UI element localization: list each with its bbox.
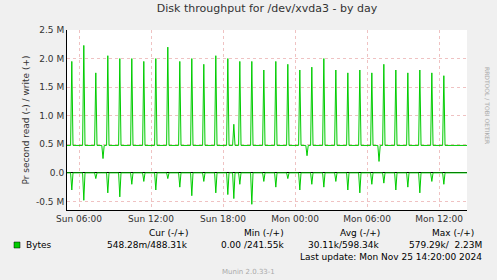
svg-text:Sun 06:00: Sun 06:00	[56, 214, 102, 224]
svg-text:Mon 00:00: Mon 00:00	[271, 214, 319, 224]
svg-text:-0.5 M: -0.5 M	[36, 197, 64, 207]
svg-text:Last update: Mon Nov 25 14:20:: Last update: Mon Nov 25 14:20:00 2024	[300, 252, 482, 262]
svg-text:Max (-/+): Max (-/+)	[432, 228, 474, 238]
svg-text:Sun 18:00: Sun 18:00	[200, 214, 246, 224]
svg-text:548.28m/488.31k: 548.28m/488.31k	[107, 240, 188, 250]
svg-text:0.0: 0.0	[50, 168, 65, 178]
svg-text:RRDTOOL / TOBI OETIKER: RRDTOOL / TOBI OETIKER	[484, 67, 491, 144]
svg-text:0.00 /241.55k: 0.00 /241.55k	[221, 240, 284, 250]
svg-text:Disk throughput for /dev/xvda3: Disk throughput for /dev/xvda3 - by day	[157, 2, 378, 15]
svg-text:2.5 M: 2.5 M	[39, 25, 64, 35]
svg-text:1.0 M: 1.0 M	[39, 111, 64, 121]
svg-text:0.5 M: 0.5 M	[39, 139, 64, 149]
svg-text:30.11k/598.34k: 30.11k/598.34k	[308, 240, 380, 250]
svg-text:579.29k/ 2.23M: 579.29k/ 2.23M	[409, 240, 482, 250]
svg-text:1.5 M: 1.5 M	[39, 82, 64, 92]
svg-text:Bytes: Bytes	[26, 240, 52, 250]
svg-text:Mon 06:00: Mon 06:00	[343, 214, 391, 224]
svg-text:Min (-/+): Min (-/+)	[244, 228, 284, 238]
svg-text:2.0 M: 2.0 M	[39, 54, 64, 64]
svg-text:Munin 2.0.33-1: Munin 2.0.33-1	[222, 268, 275, 276]
svg-text:Avg (-/+): Avg (-/+)	[340, 228, 380, 238]
svg-text:Pr second read (-) / write (+): Pr second read (-) / write (+)	[21, 56, 31, 185]
svg-text:Cur (-/+): Cur (-/+)	[149, 228, 188, 238]
svg-text:Mon 12:00: Mon 12:00	[415, 214, 463, 224]
svg-text:Sun 12:00: Sun 12:00	[128, 214, 174, 224]
